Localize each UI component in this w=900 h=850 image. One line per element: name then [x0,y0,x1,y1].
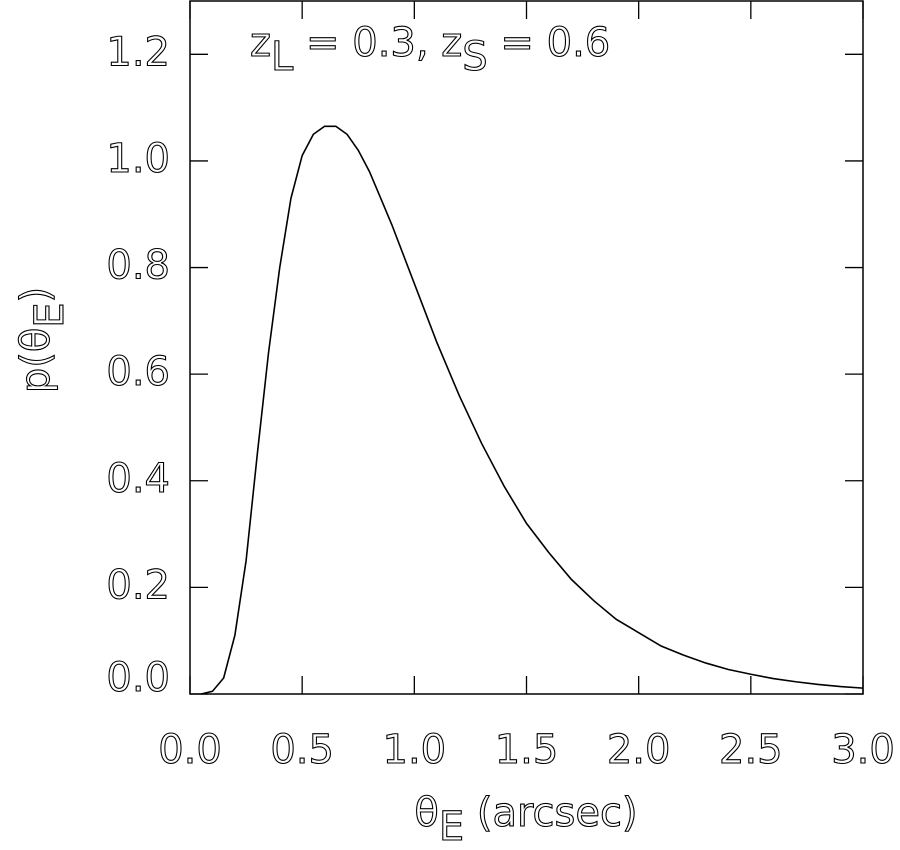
x-tick-label: 0.0 [158,727,222,773]
y-axis-label-part: ) [13,287,59,303]
y-tick-label: 1.2 [106,29,170,75]
y-tick-label: 0.0 [106,655,170,701]
y-tick-label: 0.8 [106,243,170,289]
annotation-part: = 0.3, z [293,20,462,66]
x-tick-label: 2.5 [719,727,783,773]
y-axis-label: p(θE) [13,287,73,393]
y-axis-label-subscript: E [27,302,73,327]
x-tick-label: 3.0 [831,727,895,773]
y-tick-label: 0.2 [106,562,170,608]
x-axis-label-part: θ [414,790,438,836]
annotation-subscript: S [462,34,487,80]
plot-frame [189,0,864,695]
x-tick-label: 0.5 [270,727,334,773]
annotation-part: z [250,20,271,66]
x-tick-label: 1.5 [495,727,559,773]
x-tick-label: 1.0 [383,727,447,773]
y-tick-label: 0.6 [106,349,170,395]
x-axis-label-part: (arcsec) [464,790,637,836]
y-tick-label: 1.0 [106,136,170,182]
y-axis-label-part: p(θ [13,328,59,393]
x-axis-label-subscript: E [439,804,464,850]
y-tick-label: 0.4 [106,456,170,502]
annotation-part: = 0.6 [488,20,611,66]
x-axis-label: θE (arcsec) [414,790,637,850]
annotation-subscript: L [271,34,294,80]
x-tick-label: 2.0 [607,727,671,773]
data-line [201,125,864,695]
annotation: zL = 0.3, zS = 0.6 [250,20,610,80]
